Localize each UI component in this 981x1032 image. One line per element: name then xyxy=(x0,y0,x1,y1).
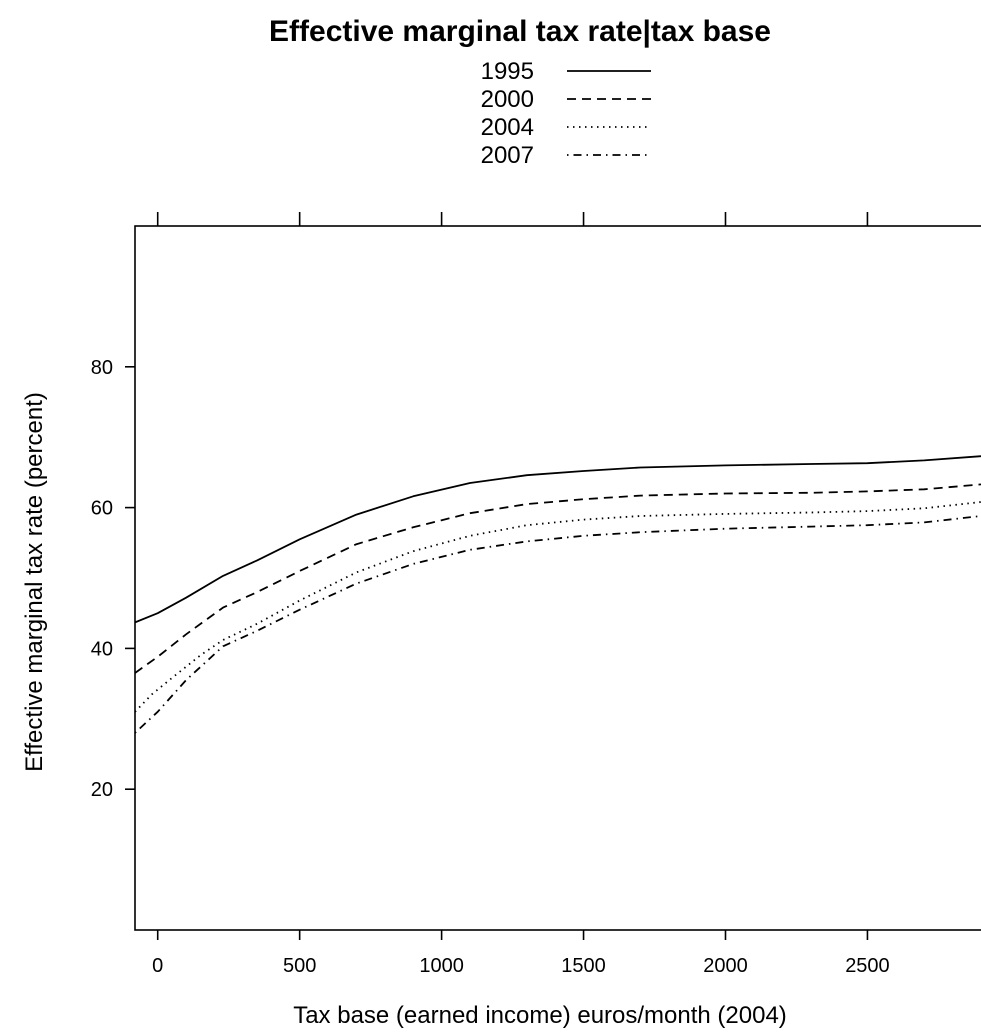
y-tick-label-2: 60 xyxy=(91,498,113,520)
plot-area-frame xyxy=(134,225,981,931)
top-axis-ticks xyxy=(156,212,869,226)
x-tick-label-1: 500 xyxy=(283,955,316,977)
legend-label-1995: 1995 xyxy=(481,58,534,85)
y-axis-label: Effective marginal tax rate (percent) xyxy=(21,392,48,772)
x-tick-label-0: 0 xyxy=(152,955,163,977)
series-line-2000 xyxy=(135,483,981,674)
x-tick-label-4: 2000 xyxy=(703,955,748,977)
legend-label-2007: 2007 xyxy=(481,142,534,169)
x-tick-label-2: 1000 xyxy=(419,955,464,977)
x-axis-label: Tax base (earned income) euros/month (20… xyxy=(293,1002,787,1029)
series-layer xyxy=(135,455,981,734)
legend-label-2004: 2004 xyxy=(481,114,534,141)
series-line-1995 xyxy=(135,455,981,624)
legend-label-2000: 2000 xyxy=(481,86,534,113)
y-tick-label-1: 40 xyxy=(91,638,113,660)
series-line-2007 xyxy=(135,515,981,734)
chart-title: Effective marginal tax rate|tax base xyxy=(269,15,771,48)
y-axis: 20 40 60 80 xyxy=(91,357,135,801)
x-tick-label-5: 2500 xyxy=(845,955,890,977)
series-line-2004 xyxy=(135,501,981,713)
x-tick-label-3: 1500 xyxy=(561,955,606,977)
x-axis: 0 500 1000 1500 2000 2500 xyxy=(152,930,890,977)
y-tick-label-3: 80 xyxy=(91,357,113,379)
y-tick-label-0: 20 xyxy=(91,779,113,801)
